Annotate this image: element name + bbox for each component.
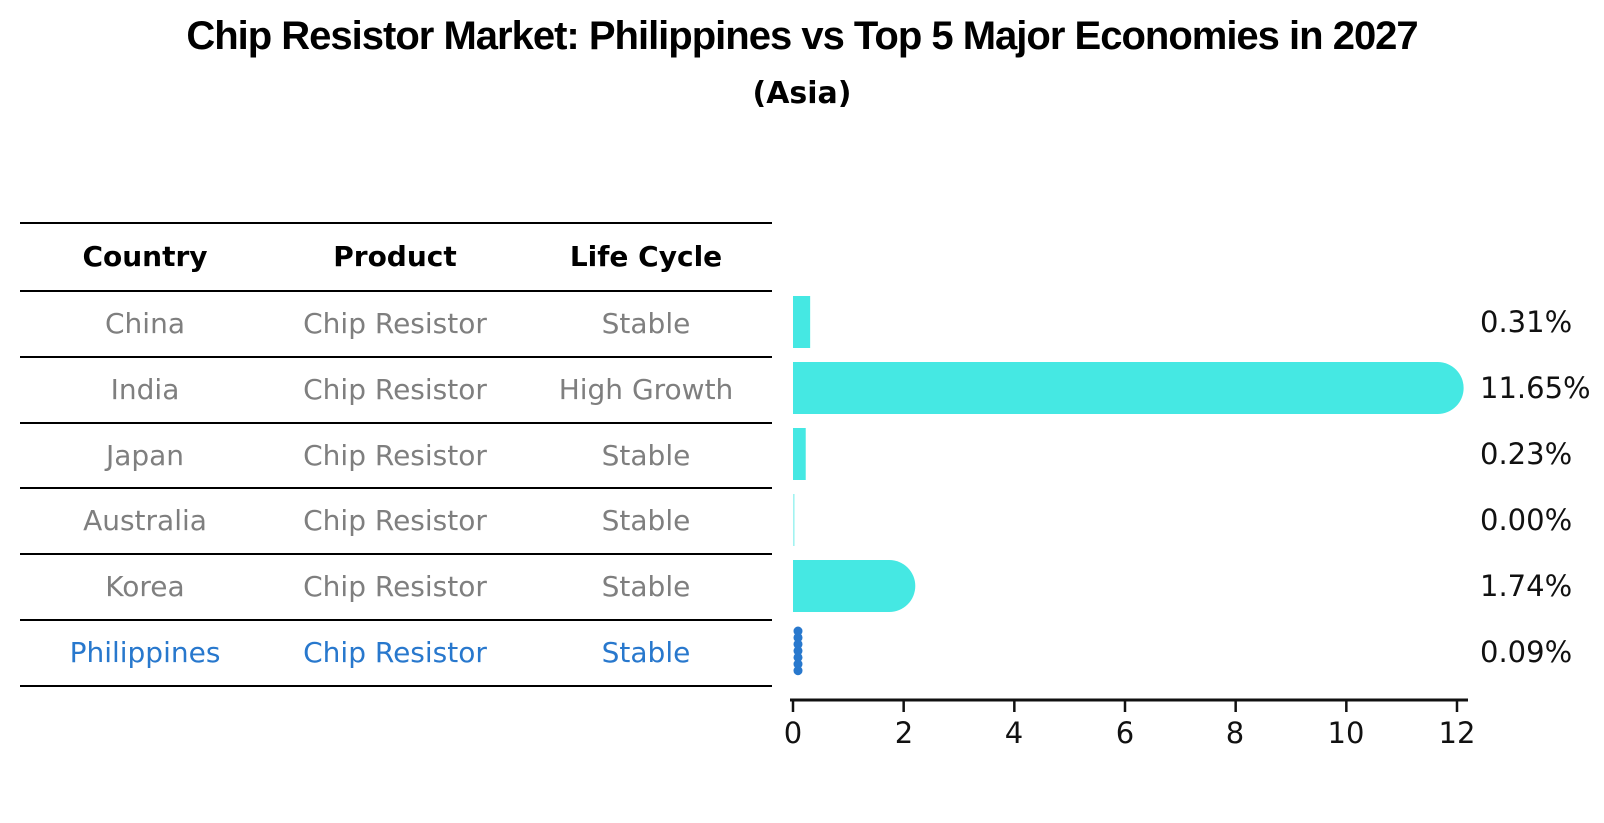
chart-title: Chip Resistor Market: Philippines vs Top…: [186, 14, 1418, 58]
life-cycle-cell: Stable: [601, 570, 691, 604]
table-header-row: Country Product Life Cycle: [20, 224, 772, 292]
life-cycle-cell: Stable: [601, 504, 691, 538]
life-cycle-cell: High Growth: [558, 372, 734, 406]
bar-china: [793, 296, 811, 348]
product-cell: Chip Resistor: [303, 570, 487, 604]
x-tick-12: 12: [1438, 716, 1476, 750]
value-label-korea: 1.74%: [1480, 569, 1573, 603]
life-cycle-cell: Stable: [601, 438, 691, 472]
country-cell: Korea: [105, 570, 185, 604]
bar-australia: [793, 494, 795, 546]
life-cycle-cell: Stable: [601, 307, 691, 340]
table-row-china: China Chip Resistor Stable: [20, 292, 772, 358]
bar-japan: [793, 428, 806, 480]
country-table: Country Product Life Cycle China Chip Re…: [20, 222, 772, 687]
table-row-japan: Japan Chip Resistor Stable: [20, 424, 772, 490]
value-label-philippines: 0.09%: [1480, 635, 1573, 669]
country-cell: China: [105, 307, 185, 340]
product-cell: Chip Resistor: [303, 635, 487, 669]
x-tick-0: 0: [783, 716, 803, 750]
value-label-japan: 0.23%: [1480, 437, 1573, 471]
x-tick-4: 4: [1004, 716, 1024, 750]
table-row-india: India Chip Resistor High Growth: [20, 358, 772, 424]
column-header-country: Country: [82, 240, 208, 273]
bar-korea: [793, 560, 916, 612]
column-header-product: Product: [333, 240, 457, 273]
table-row-korea: Korea Chip Resistor Stable: [20, 555, 772, 621]
table-row-australia: Australia Chip Resistor Stable: [20, 489, 772, 556]
x-tick-10: 10: [1327, 716, 1365, 750]
country-cell: Japan: [105, 438, 185, 472]
table-row-philippines: Philippines Chip Resistor Stable: [20, 621, 772, 687]
column-header-life-cycle: Life Cycle: [569, 240, 723, 273]
bar-chart: [790, 296, 1468, 712]
value-label-india: 11.65%: [1480, 371, 1591, 405]
life-cycle-cell: Stable: [601, 635, 691, 669]
country-cell: India: [110, 372, 180, 406]
country-cell: Australia: [83, 504, 207, 538]
x-tick-2: 2: [894, 716, 914, 750]
x-tick-8: 8: [1225, 716, 1245, 750]
chart-subtitle: (Asia): [752, 76, 852, 111]
product-cell: Chip Resistor: [303, 372, 487, 406]
product-cell: Chip Resistor: [303, 438, 487, 472]
value-label-australia: 0.00%: [1480, 503, 1573, 537]
product-cell: Chip Resistor: [303, 504, 487, 538]
value-label-china: 0.31%: [1480, 305, 1573, 339]
bar-india: [793, 362, 1464, 414]
country-cell: Philippines: [69, 635, 221, 669]
product-cell: Chip Resistor: [303, 307, 487, 340]
x-tick-6: 6: [1115, 716, 1135, 750]
